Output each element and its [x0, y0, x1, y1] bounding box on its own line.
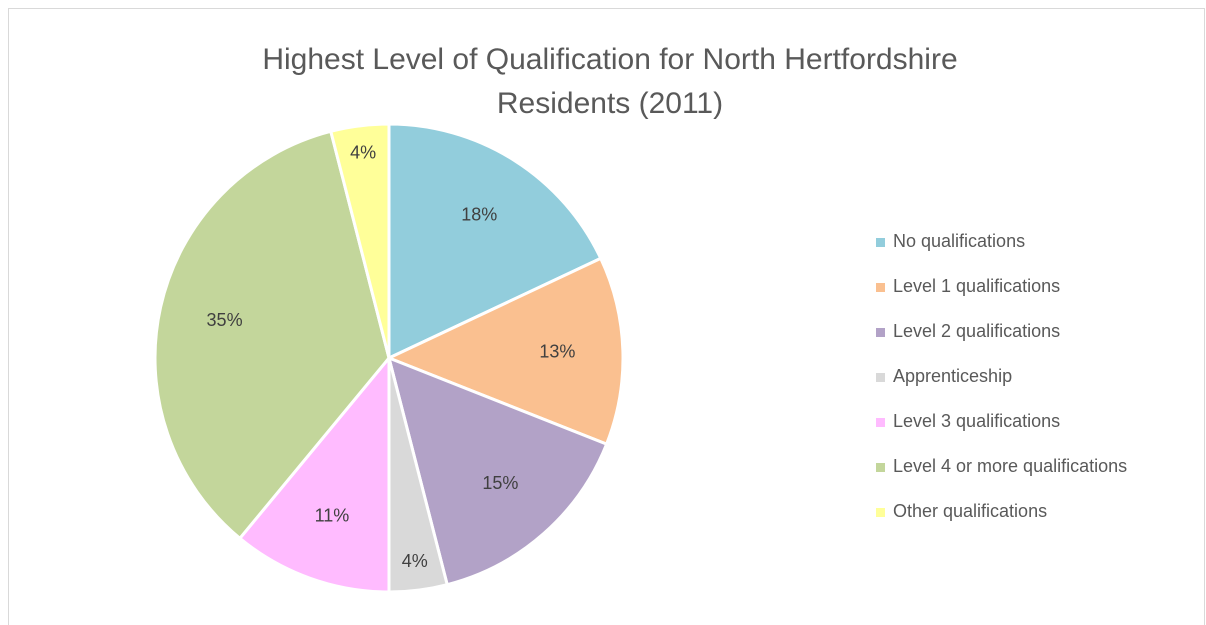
legend-label: Level 4 or more qualifications [893, 456, 1127, 476]
pie-slice [386, 355, 609, 587]
legend-swatch [876, 508, 885, 517]
legend-label: No qualifications [893, 231, 1025, 251]
legend-swatch [876, 283, 885, 292]
data-label: 15% [482, 473, 518, 493]
legend-swatch [876, 238, 885, 247]
legend-label: Other qualifications [893, 501, 1047, 521]
legend-swatch [876, 373, 885, 382]
pie-slice [328, 122, 391, 359]
data-label: 11% [315, 505, 350, 525]
legend-label: Level 3 qualifications [893, 411, 1060, 431]
legend-label: Level 2 qualifications [893, 321, 1060, 341]
data-label: 18% [461, 204, 497, 224]
pie-slice [237, 353, 391, 594]
data-label: 35% [207, 310, 243, 330]
legend-swatch [876, 418, 885, 427]
chart-title: Highest Level of Qualification for North… [262, 43, 958, 120]
pie-slice [387, 122, 603, 361]
pie-slice [385, 256, 625, 447]
data-label: 4% [350, 142, 376, 162]
legend-label: Apprenticeship [893, 366, 1012, 386]
data-label: 13% [539, 341, 575, 361]
legend-swatch [876, 463, 885, 472]
legend-swatch [876, 328, 885, 337]
data-label: 4% [402, 551, 428, 571]
legend-label: Level 1 qualifications [893, 276, 1060, 296]
pie-slice [153, 129, 391, 541]
chart-border [8, 8, 1205, 625]
